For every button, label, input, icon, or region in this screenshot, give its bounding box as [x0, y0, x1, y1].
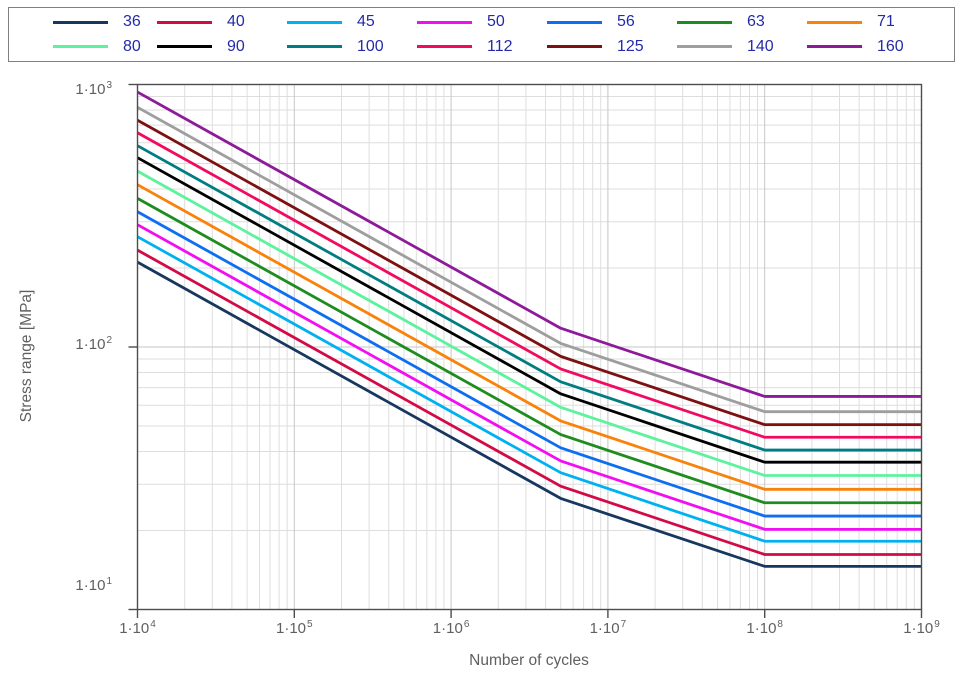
legend-item-100[interactable]: 100	[287, 35, 417, 59]
series-line-140	[136, 106, 922, 414]
y-tick-label-10e3: 1·103	[60, 80, 112, 99]
x-tick-label-10e5: 1·105	[259, 619, 329, 638]
legend-item-45[interactable]: 45	[287, 10, 417, 34]
legend-item-36[interactable]: 36	[53, 10, 157, 34]
legend-swatch	[53, 45, 108, 49]
series-line-112	[136, 131, 922, 439]
tick-base: 1·10	[746, 620, 777, 637]
legend-swatch	[157, 45, 212, 49]
legend-item-50[interactable]: 50	[417, 10, 547, 34]
series-line-90	[136, 156, 922, 464]
legend-label: 71	[877, 13, 895, 31]
tick-base: 1·10	[119, 620, 150, 637]
legend-item-80[interactable]: 80	[53, 35, 157, 59]
legend-swatch	[677, 20, 732, 24]
legend-swatch	[417, 45, 472, 49]
legend-label: 36	[123, 13, 141, 31]
legend-item-71[interactable]: 71	[807, 10, 937, 34]
legend-swatch	[807, 45, 862, 49]
x-tick-label-10e9: 1·109	[887, 619, 957, 638]
tick-base: 1·10	[75, 577, 106, 594]
legend-swatch	[287, 45, 342, 49]
legend-item-90[interactable]: 90	[157, 35, 287, 59]
series-line-56	[136, 210, 922, 518]
series-line-125	[136, 118, 922, 427]
legend-label: 140	[747, 37, 774, 55]
series-line-40	[136, 248, 922, 556]
legend-swatch	[807, 20, 862, 24]
legend-item-140[interactable]: 140	[677, 35, 807, 59]
tick-exponent: 1	[106, 576, 112, 587]
tick-exponent: 5	[307, 619, 313, 630]
legend: 36 40 45 50 56 63 71 80 90 100 112 125 140 160	[8, 7, 955, 62]
series-line-100	[136, 144, 922, 452]
tick-exponent: 3	[106, 80, 112, 91]
y-tick-label-10e2: 1·102	[60, 335, 112, 354]
legend-item-160[interactable]: 160	[807, 35, 937, 59]
legend-swatch	[417, 20, 472, 24]
y-tick-label-10e1: 1·101	[60, 576, 112, 595]
legend-label: 50	[487, 13, 505, 31]
series-line-45	[136, 235, 922, 543]
tick-base: 1·10	[589, 620, 620, 637]
x-tick-label-10e4: 1·104	[103, 619, 173, 638]
legend-label: 63	[747, 13, 765, 31]
series-line-80	[136, 169, 922, 477]
tick-exponent: 4	[150, 619, 156, 630]
legend-swatch	[287, 20, 342, 24]
legend-label: 40	[227, 13, 245, 31]
legend-label: 100	[357, 37, 384, 55]
legend-item-63[interactable]: 63	[677, 10, 807, 34]
x-tick-label-10e7: 1·107	[573, 619, 643, 638]
legend-swatch	[53, 20, 108, 24]
legend-swatch	[547, 45, 602, 49]
series-line-63	[136, 197, 922, 505]
tick-base: 1·10	[75, 81, 106, 98]
legend-label: 80	[123, 37, 141, 55]
tick-base: 1·10	[903, 620, 934, 637]
series-line-50	[136, 223, 922, 531]
x-axis-title: Number of cycles	[469, 652, 589, 669]
tick-exponent: 8	[777, 619, 783, 630]
series-line-71	[136, 183, 922, 491]
tick-exponent: 6	[463, 619, 470, 630]
legend-item-40[interactable]: 40	[157, 10, 287, 34]
legend-item-112[interactable]: 112	[417, 35, 547, 59]
y-axis-title: Stress range [MPa]	[18, 289, 35, 423]
x-tick-label-10e6: 1·106	[416, 619, 486, 638]
legend-item-125[interactable]: 125	[547, 35, 677, 59]
legend-label: 160	[877, 37, 904, 55]
legend-label: 112	[487, 37, 513, 55]
tick-exponent: 7	[620, 619, 627, 630]
series-line-160	[136, 90, 922, 398]
x-tick-label-10e8: 1·108	[730, 619, 800, 638]
series-line-36	[136, 260, 922, 568]
tick-exponent: 2	[106, 335, 112, 346]
tick-base: 1·10	[432, 620, 463, 637]
legend-label: 90	[227, 37, 245, 55]
legend-label: 56	[617, 13, 635, 31]
legend-label: 125	[617, 37, 644, 55]
tick-base: 1·10	[276, 620, 307, 637]
legend-item-56[interactable]: 56	[547, 10, 677, 34]
tick-base: 1·10	[75, 336, 106, 353]
tick-exponent: 9	[934, 619, 940, 630]
legend-swatch	[157, 20, 212, 24]
legend-label: 45	[357, 13, 375, 31]
legend-swatch	[547, 20, 602, 24]
legend-swatch	[677, 45, 732, 49]
